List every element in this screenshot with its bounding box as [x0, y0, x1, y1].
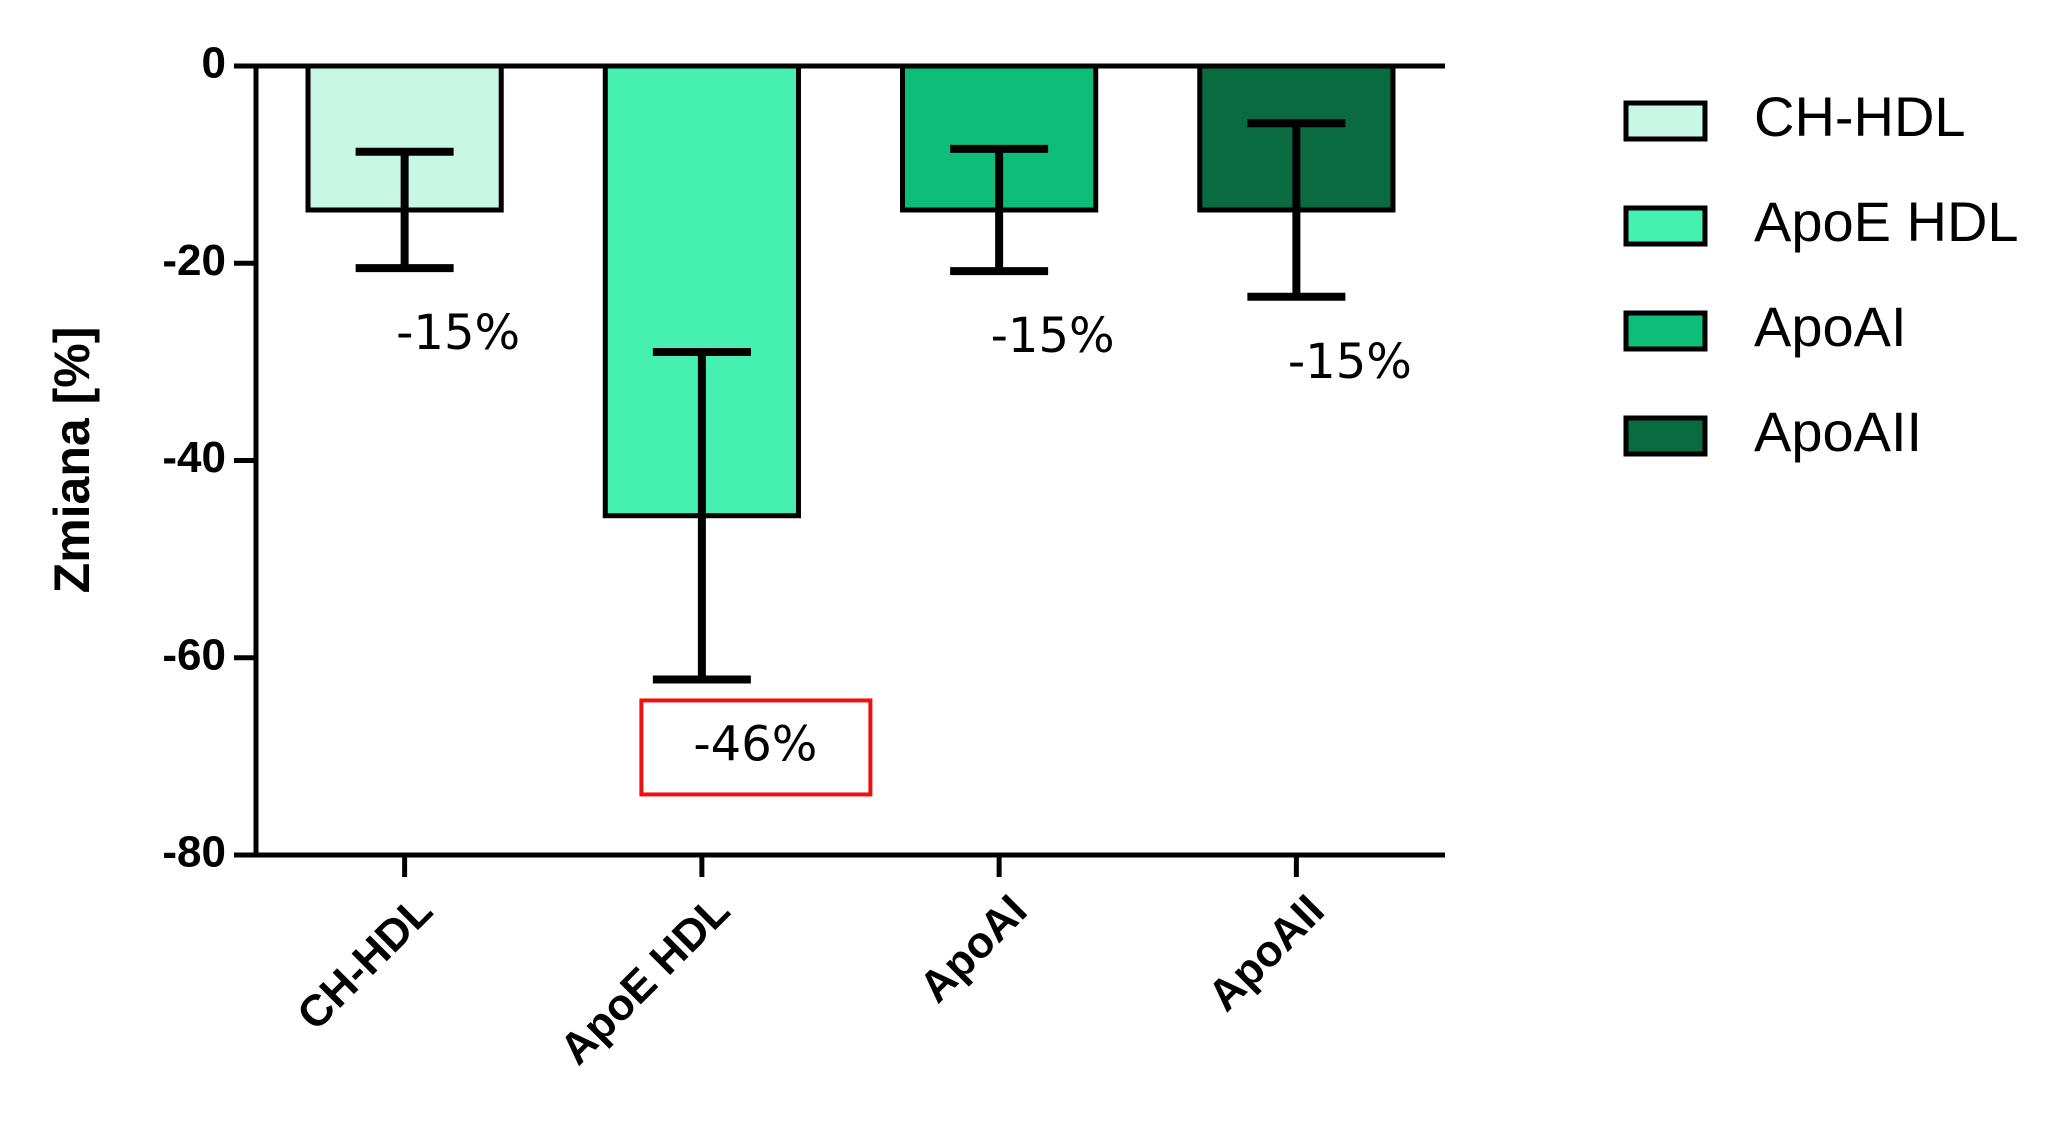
x-tick-label: ApoAI	[910, 886, 1036, 1012]
legend-swatch	[1623, 100, 1708, 142]
x-tick-label: ApoE HDL	[551, 886, 739, 1074]
legend-label: ApoE HDL	[1754, 190, 2019, 253]
value-label: -15%	[1288, 334, 1412, 390]
legend-swatch	[1623, 415, 1708, 457]
highlight-box	[639, 698, 873, 797]
legend-label: CH-HDL	[1754, 85, 1966, 148]
legend-swatch	[1623, 205, 1708, 247]
x-tick-label: ApoAII	[1199, 886, 1334, 1021]
y-tick-label: 0	[202, 39, 226, 88]
y-tick-label: -40	[162, 433, 226, 482]
x-tick-label: CH-HDL	[288, 886, 442, 1040]
y-axis-title: Zmiana [%]	[44, 327, 100, 594]
value-label: -15%	[396, 305, 520, 361]
y-tick-label: -80	[162, 828, 226, 877]
legend-swatch	[1623, 310, 1708, 352]
value-label: -46%	[693, 716, 817, 772]
legend-label: ApoAII	[1754, 400, 1922, 463]
y-tick-label: -60	[162, 630, 226, 679]
y-tick-label: -20	[162, 236, 226, 285]
legend-label: ApoAI	[1754, 295, 1907, 358]
value-label: -15%	[991, 308, 1115, 364]
